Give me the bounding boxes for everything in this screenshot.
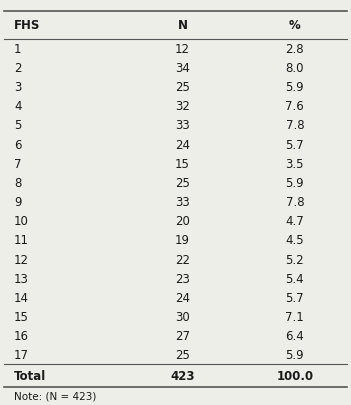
Text: 5: 5 (14, 119, 21, 132)
Text: 5.7: 5.7 (285, 138, 304, 151)
Text: 14: 14 (14, 291, 29, 304)
Text: 25: 25 (175, 348, 190, 361)
Text: Total: Total (14, 369, 46, 382)
Text: 5.4: 5.4 (285, 272, 304, 285)
Text: 7.6: 7.6 (285, 100, 304, 113)
Text: 2.8: 2.8 (285, 43, 304, 56)
Text: 1: 1 (14, 43, 21, 56)
Text: 19: 19 (175, 234, 190, 247)
Text: 17: 17 (14, 348, 29, 361)
Text: 16: 16 (14, 329, 29, 342)
Text: 24: 24 (175, 291, 190, 304)
Text: 6: 6 (14, 138, 21, 151)
Text: 8.0: 8.0 (286, 62, 304, 75)
Text: 7: 7 (14, 158, 21, 171)
Text: %: % (289, 19, 301, 32)
Text: 30: 30 (175, 310, 190, 323)
Text: 7.1: 7.1 (285, 310, 304, 323)
Text: 12: 12 (14, 253, 29, 266)
Text: 5.7: 5.7 (285, 291, 304, 304)
Text: 100.0: 100.0 (276, 369, 313, 382)
Text: 2: 2 (14, 62, 21, 75)
Text: 34: 34 (175, 62, 190, 75)
Text: 5.9: 5.9 (285, 348, 304, 361)
Text: 9: 9 (14, 196, 21, 209)
Text: 15: 15 (14, 310, 29, 323)
Text: 11: 11 (14, 234, 29, 247)
Text: 15: 15 (175, 158, 190, 171)
Text: 423: 423 (170, 369, 195, 382)
Text: 25: 25 (175, 177, 190, 190)
Text: 8: 8 (14, 177, 21, 190)
Text: 20: 20 (175, 215, 190, 228)
Text: 5.9: 5.9 (285, 177, 304, 190)
Text: 5.9: 5.9 (285, 81, 304, 94)
Text: 5.2: 5.2 (285, 253, 304, 266)
Text: 23: 23 (175, 272, 190, 285)
Text: 3.5: 3.5 (286, 158, 304, 171)
Text: 22: 22 (175, 253, 190, 266)
Text: 25: 25 (175, 81, 190, 94)
Text: 13: 13 (14, 272, 29, 285)
Text: Note: (N = 423): Note: (N = 423) (14, 391, 97, 401)
Text: 24: 24 (175, 138, 190, 151)
Text: 4.7: 4.7 (285, 215, 304, 228)
Text: 33: 33 (175, 196, 190, 209)
Text: 6.4: 6.4 (285, 329, 304, 342)
Text: 4: 4 (14, 100, 21, 113)
Text: 10: 10 (14, 215, 29, 228)
Text: 33: 33 (175, 119, 190, 132)
Text: 7.8: 7.8 (285, 119, 304, 132)
Text: 4.5: 4.5 (285, 234, 304, 247)
Text: 12: 12 (175, 43, 190, 56)
Text: FHS: FHS (14, 19, 40, 32)
Text: N: N (178, 19, 187, 32)
Text: 27: 27 (175, 329, 190, 342)
Text: 3: 3 (14, 81, 21, 94)
Text: 32: 32 (175, 100, 190, 113)
Text: 7.8: 7.8 (285, 196, 304, 209)
